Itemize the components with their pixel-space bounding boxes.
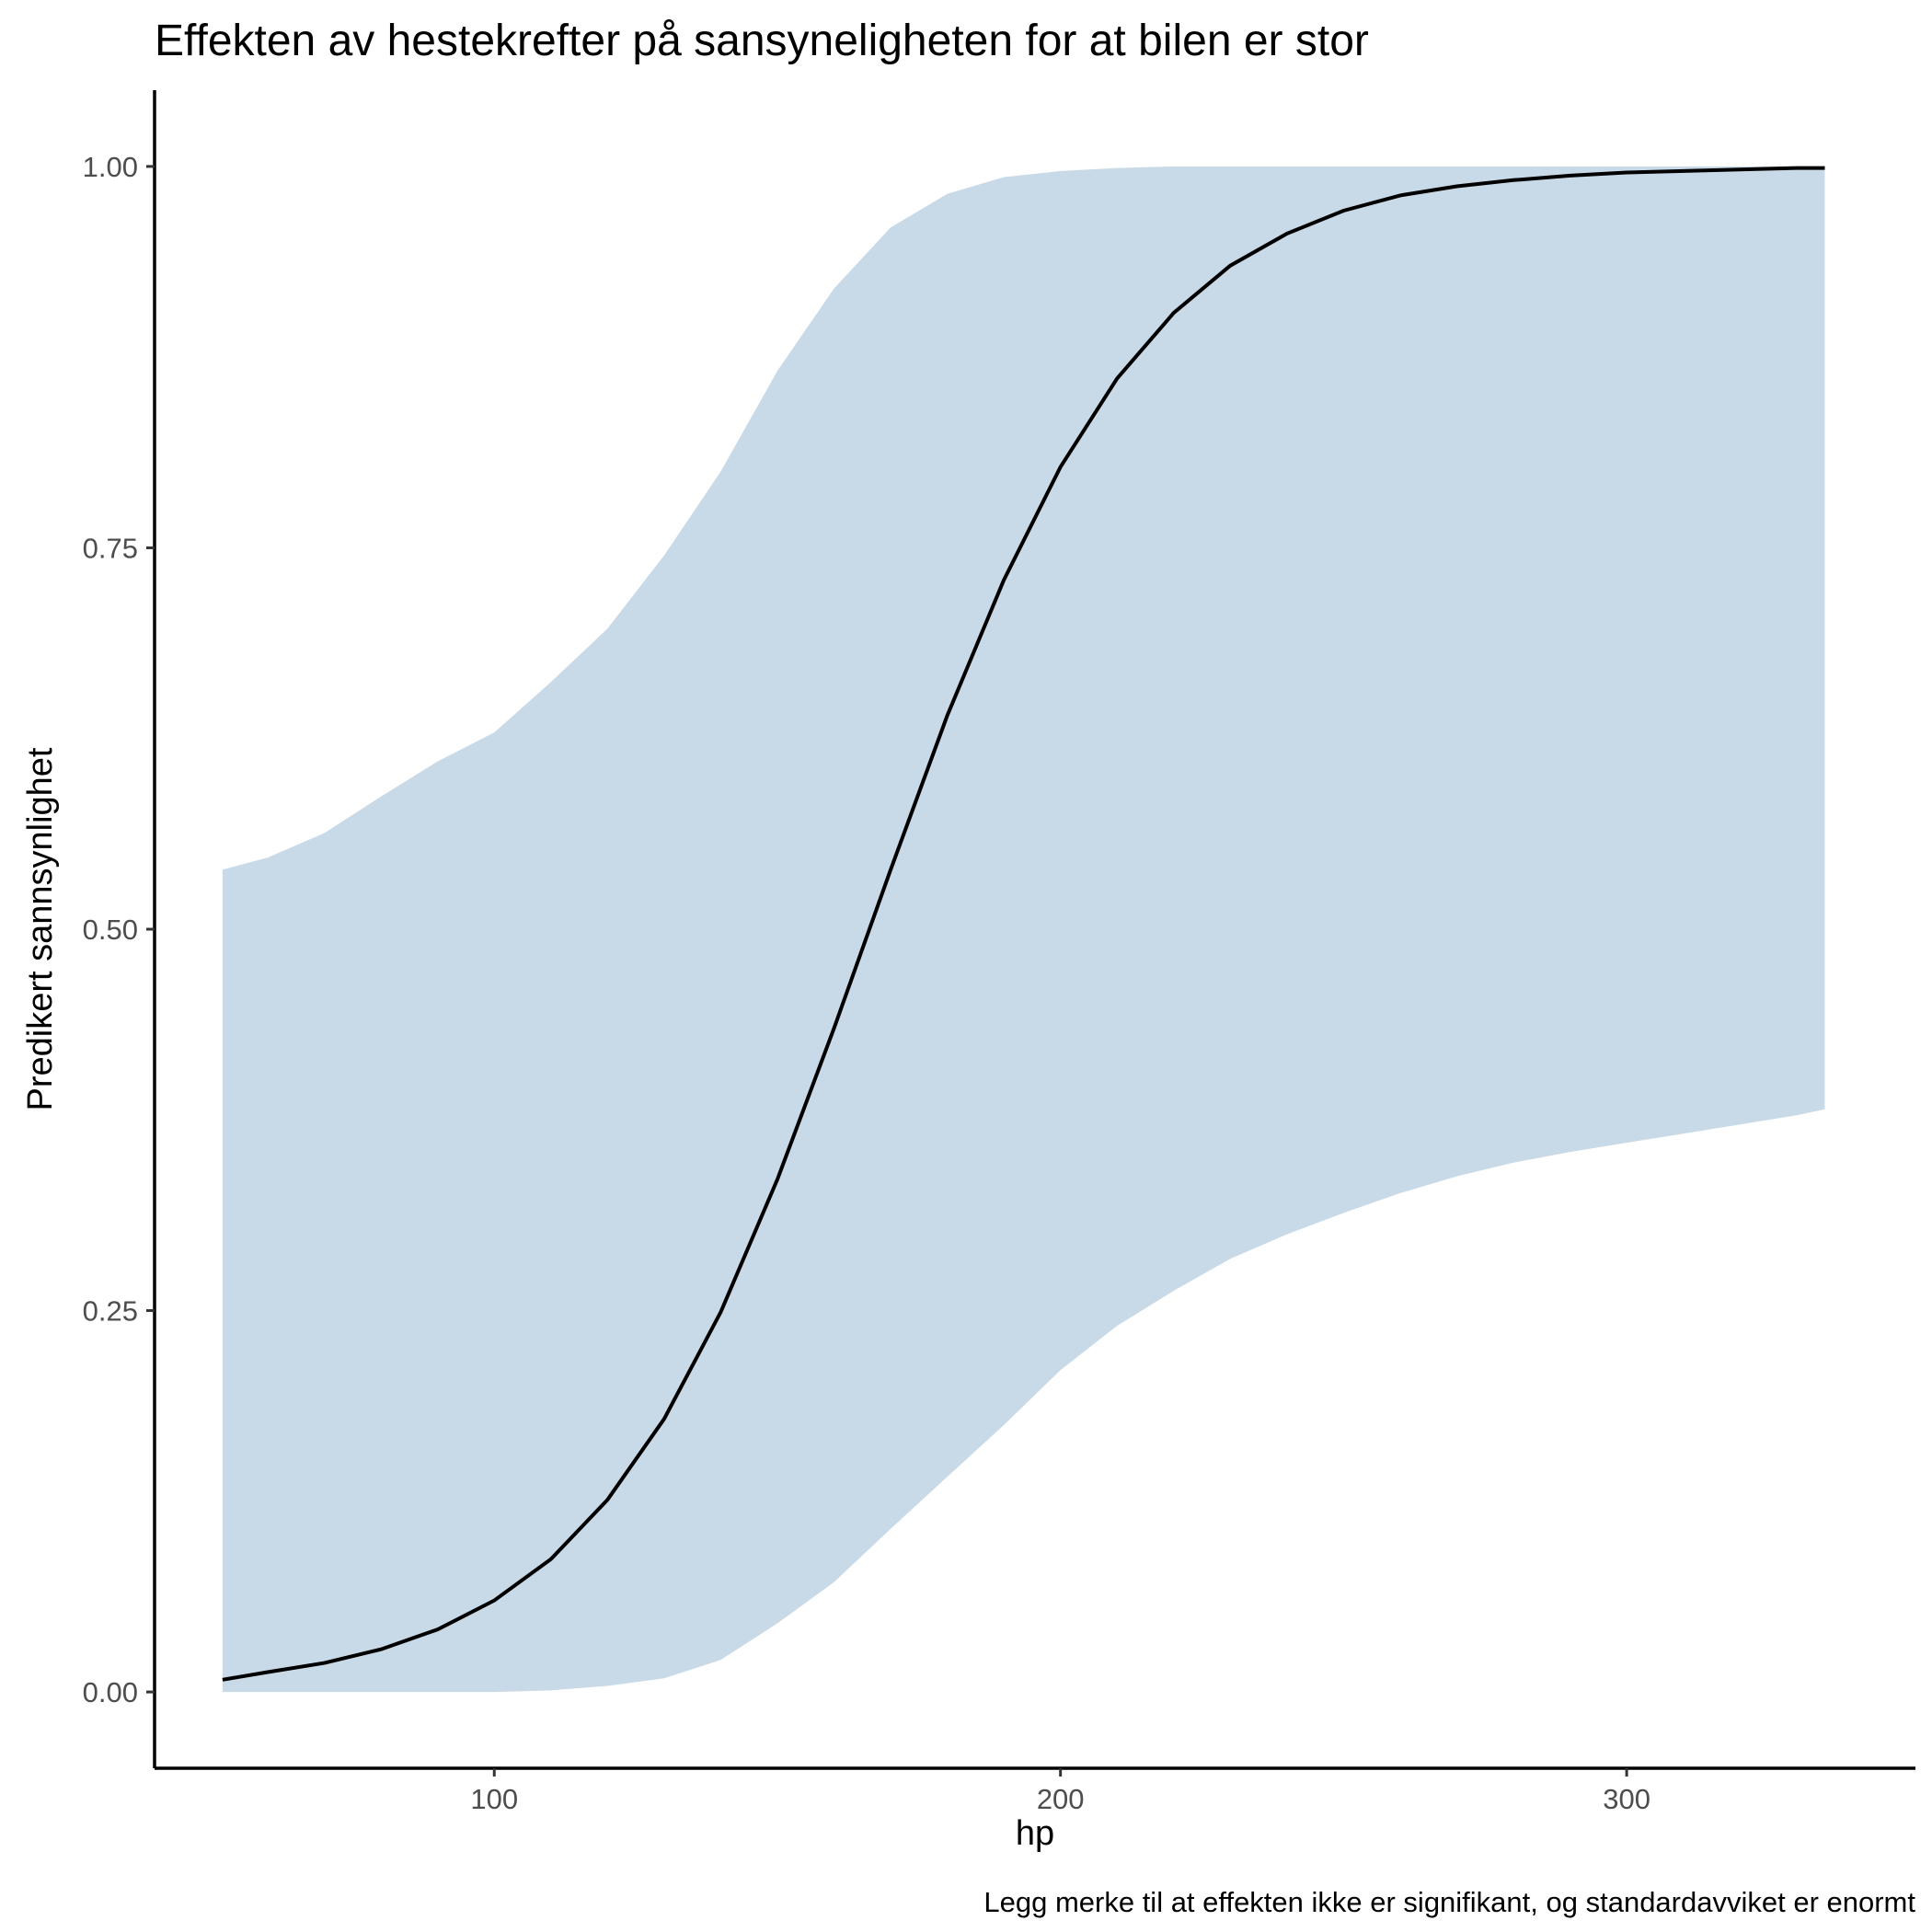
y-tick-label: 0.75	[83, 532, 138, 564]
x-tick-label: 100	[470, 1783, 518, 1815]
x-axis-title: hp	[1016, 1814, 1054, 1853]
y-axis-title: Predikert sannsynlighet	[21, 747, 60, 1110]
x-tick-label: 200	[1037, 1783, 1085, 1815]
confidence-ribbon	[222, 166, 1825, 1693]
y-tick-label: 0.50	[83, 914, 138, 946]
x-axis-ticks: 100 200 300	[470, 1768, 1650, 1815]
y-tick-label: 0.25	[83, 1295, 138, 1328]
prediction-line	[222, 166, 1825, 1682]
y-tick-label: 0.00	[83, 1676, 138, 1708]
y-tick-label: 1.00	[83, 151, 138, 183]
chart-caption: Legg merke til at effekten ikke er signi…	[983, 1886, 1915, 1918]
chart-title: Effekten av hestekrefter på sansynelighe…	[155, 17, 1369, 65]
x-tick-label: 300	[1603, 1783, 1650, 1815]
y-axis-ticks: 0.00 0.25 0.50 0.75 1.00	[83, 151, 155, 1708]
plot-area	[222, 166, 1825, 1693]
